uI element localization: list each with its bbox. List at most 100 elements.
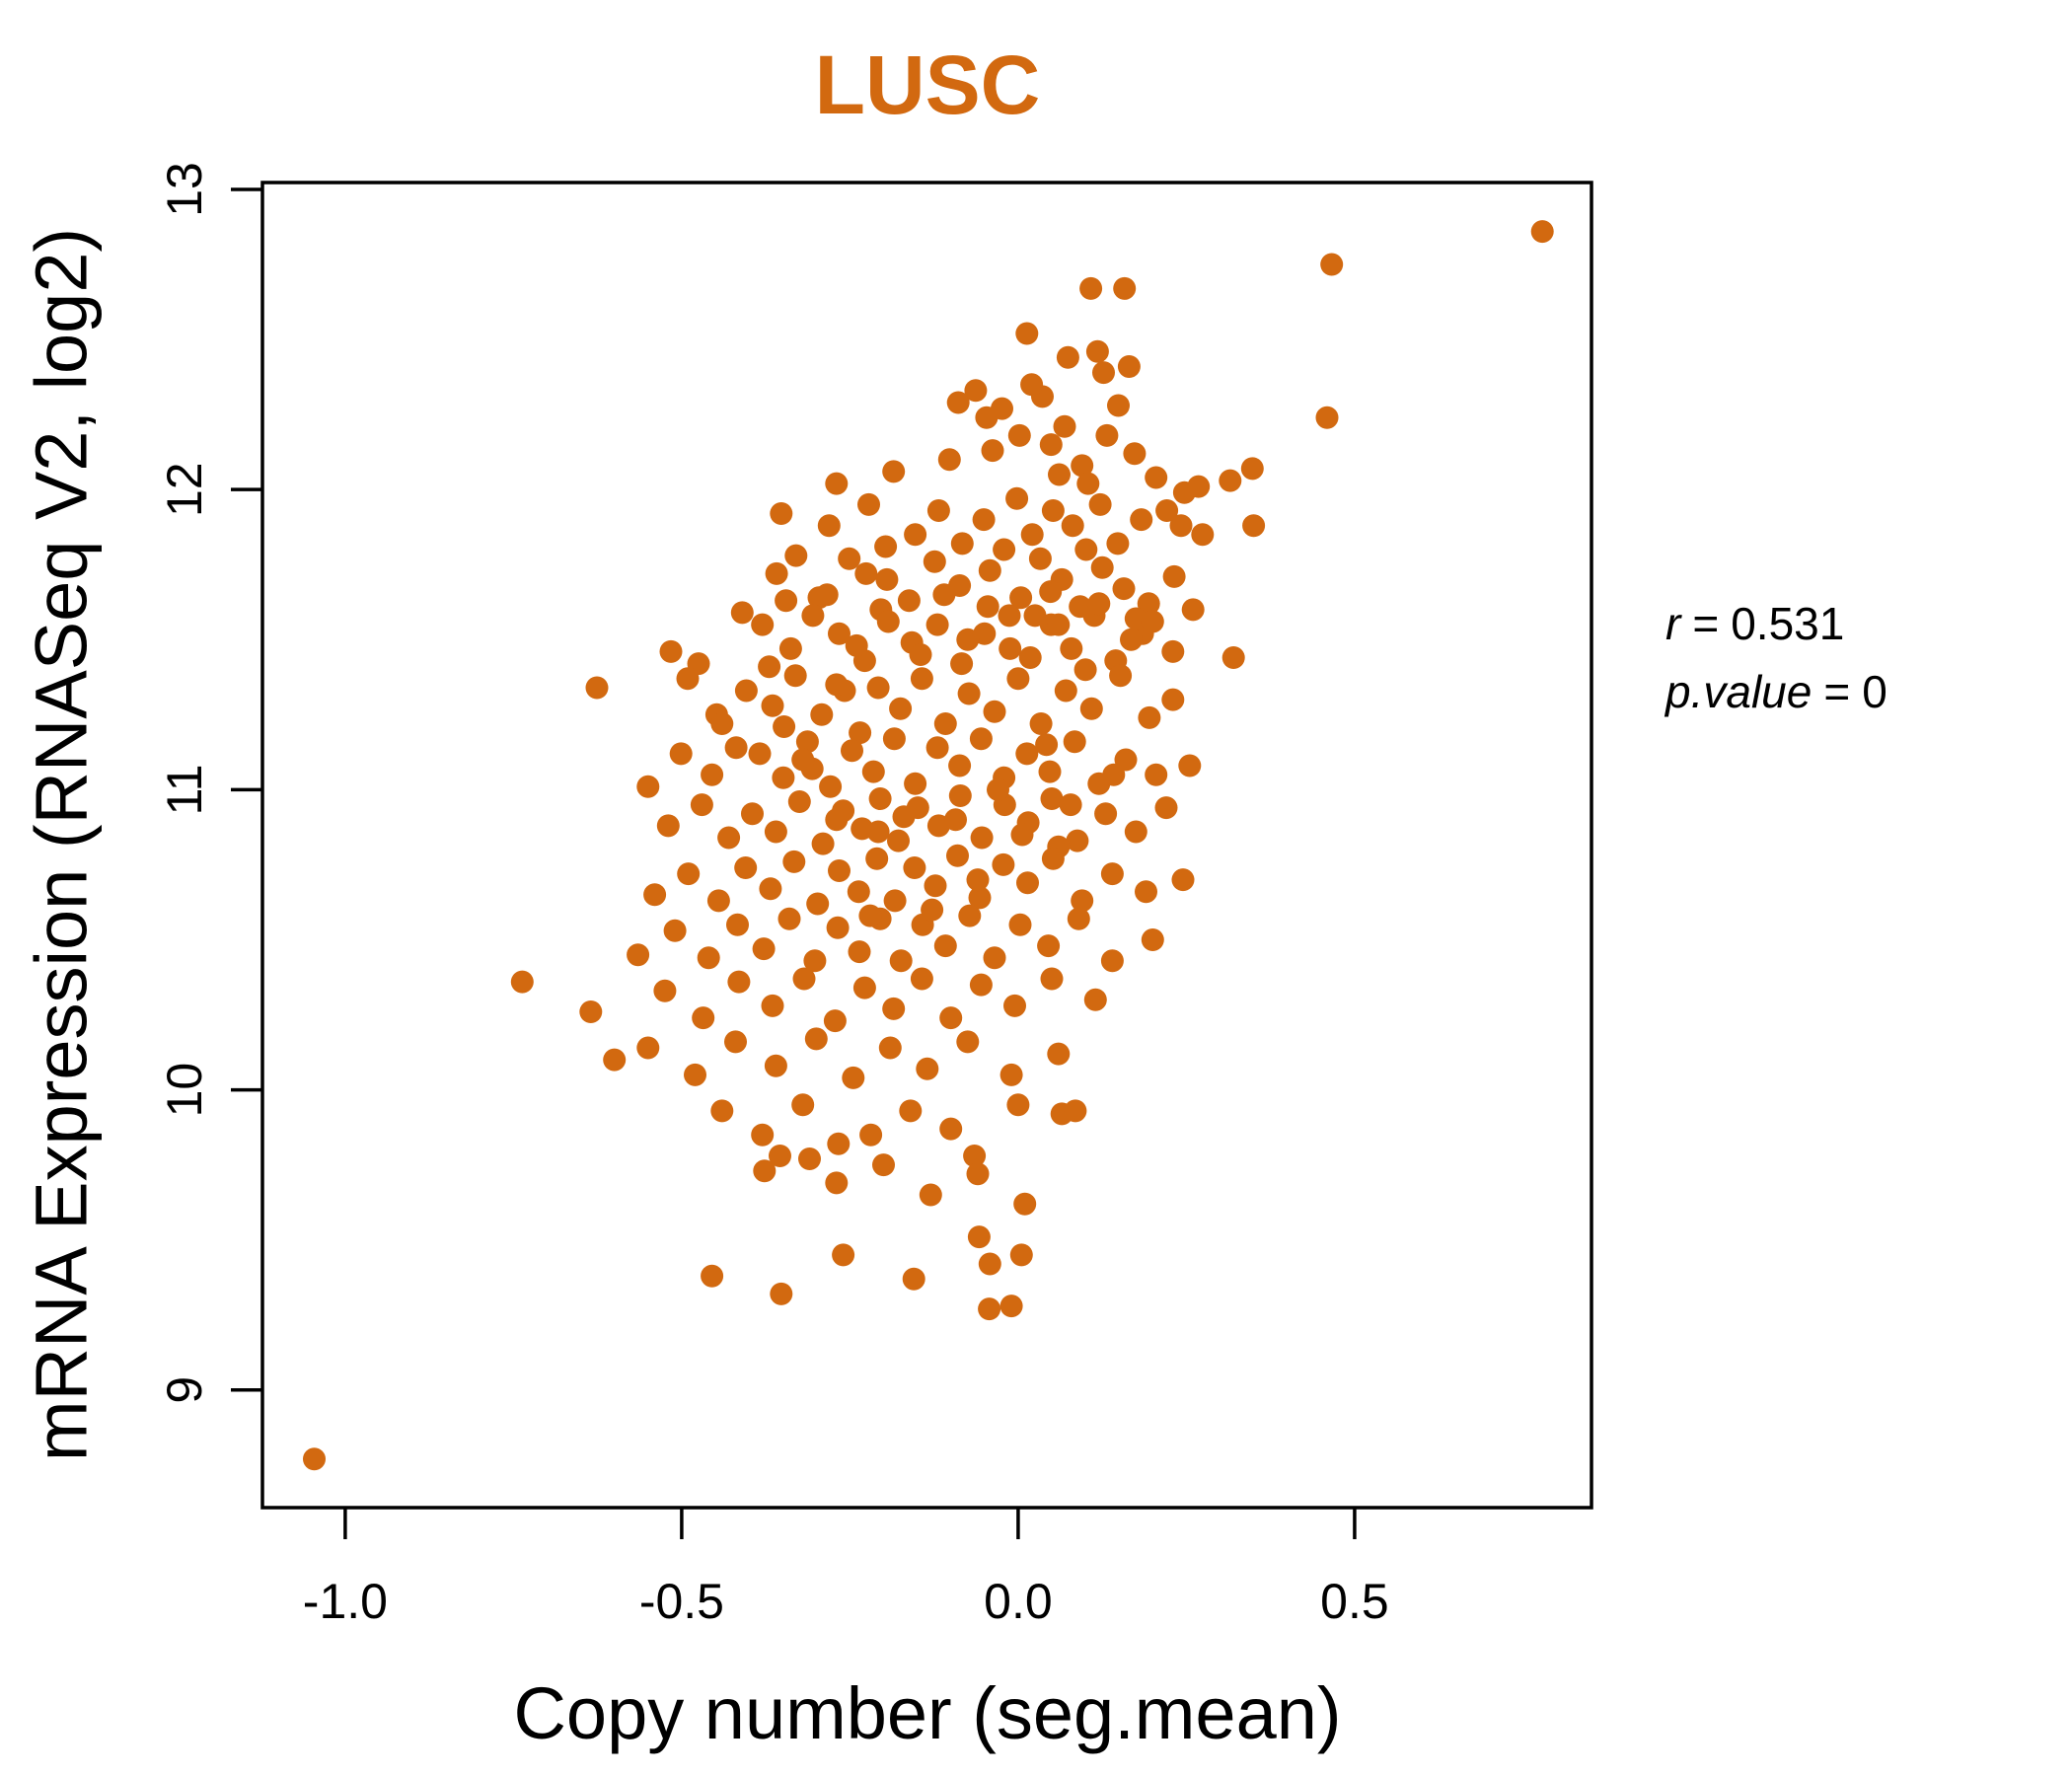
data-point[interactable]	[791, 1093, 815, 1117]
data-point[interactable]	[1124, 820, 1147, 844]
data-point[interactable]	[852, 976, 876, 999]
data-point[interactable]	[804, 1027, 828, 1051]
data-point[interactable]	[847, 880, 870, 904]
data-point[interactable]	[643, 883, 667, 907]
data-point[interactable]	[848, 940, 871, 964]
data-point[interactable]	[579, 1000, 603, 1023]
data-point[interactable]	[1137, 592, 1160, 616]
data-point[interactable]	[758, 655, 781, 679]
data-point[interactable]	[823, 1009, 847, 1033]
data-point[interactable]	[1145, 466, 1168, 489]
data-point[interactable]	[1073, 658, 1097, 682]
data-point[interactable]	[1123, 442, 1147, 466]
data-point[interactable]	[876, 610, 900, 633]
data-point[interactable]	[1171, 868, 1195, 892]
data-point[interactable]	[1048, 463, 1071, 486]
data-point[interactable]	[882, 727, 906, 751]
data-point[interactable]	[948, 754, 972, 777]
data-point[interactable]	[636, 775, 660, 798]
data-point[interactable]	[1092, 361, 1115, 385]
data-point[interactable]	[865, 847, 889, 870]
data-point[interactable]	[817, 514, 841, 538]
data-point[interactable]	[950, 652, 974, 676]
data-point[interactable]	[1059, 793, 1082, 817]
data-point[interactable]	[801, 604, 825, 628]
data-point[interactable]	[1013, 1192, 1037, 1216]
data-point[interactable]	[874, 535, 898, 558]
data-point[interactable]	[964, 379, 988, 403]
data-point[interactable]	[889, 697, 913, 720]
data-point[interactable]	[932, 583, 956, 607]
data-point[interactable]	[970, 826, 994, 850]
data-point[interactable]	[857, 492, 880, 516]
data-point[interactable]	[1054, 679, 1077, 703]
data-point[interactable]	[769, 1145, 791, 1167]
data-point[interactable]	[770, 1282, 793, 1305]
data-point[interactable]	[983, 700, 1006, 723]
data-point[interactable]	[827, 1132, 851, 1155]
data-point[interactable]	[724, 736, 748, 760]
data-point[interactable]	[1040, 967, 1064, 991]
data-point[interactable]	[1015, 742, 1039, 766]
data-point[interactable]	[1109, 664, 1133, 688]
data-point[interactable]	[510, 970, 534, 994]
data-point[interactable]	[1028, 547, 1052, 570]
data-point[interactable]	[866, 820, 890, 844]
data-point[interactable]	[1041, 499, 1065, 522]
data-point[interactable]	[303, 1447, 326, 1471]
data-point[interactable]	[1100, 949, 1124, 973]
data-point[interactable]	[828, 859, 851, 882]
data-point[interactable]	[1064, 1099, 1087, 1123]
data-point[interactable]	[761, 694, 784, 717]
data-point[interactable]	[858, 904, 882, 927]
data-point[interactable]	[1242, 514, 1266, 538]
data-point[interactable]	[889, 949, 913, 973]
data-point[interactable]	[1047, 1042, 1071, 1066]
data-point[interactable]	[1018, 646, 1042, 669]
data-point[interactable]	[892, 805, 916, 829]
data-point[interactable]	[1035, 733, 1059, 757]
data-point[interactable]	[1169, 514, 1193, 538]
data-point[interactable]	[861, 760, 885, 783]
data-point[interactable]	[1009, 586, 1033, 610]
data-point[interactable]	[866, 676, 890, 700]
data-point[interactable]	[653, 979, 677, 1002]
data-point[interactable]	[659, 639, 683, 663]
data-point[interactable]	[904, 523, 927, 547]
data-point[interactable]	[782, 850, 806, 873]
data-point[interactable]	[748, 742, 772, 766]
data-point[interactable]	[1008, 913, 1032, 936]
data-point[interactable]	[677, 862, 701, 886]
data-point[interactable]	[751, 1123, 775, 1147]
data-point[interactable]	[845, 633, 868, 657]
data-point[interactable]	[764, 1054, 787, 1077]
data-point[interactable]	[1067, 907, 1090, 930]
data-point[interactable]	[828, 622, 851, 645]
data-point[interactable]	[825, 673, 849, 697]
data-point[interactable]	[1240, 457, 1264, 481]
data-point[interactable]	[832, 1243, 855, 1267]
data-point[interactable]	[926, 499, 950, 522]
data-point[interactable]	[1039, 580, 1063, 604]
data-point[interactable]	[921, 898, 944, 922]
data-point[interactable]	[1041, 847, 1065, 870]
data-point[interactable]	[1112, 577, 1136, 601]
data-point[interactable]	[1061, 514, 1084, 538]
data-point[interactable]	[761, 994, 784, 1017]
data-point[interactable]	[1161, 639, 1185, 663]
data-point[interactable]	[806, 892, 830, 916]
data-point[interactable]	[944, 808, 967, 832]
data-point[interactable]	[1102, 763, 1126, 786]
data-point[interactable]	[1029, 712, 1053, 735]
data-point[interactable]	[1023, 604, 1047, 628]
data-point[interactable]	[963, 1145, 987, 1167]
data-point[interactable]	[968, 886, 992, 910]
data-point[interactable]	[1135, 880, 1157, 904]
data-point[interactable]	[1040, 787, 1064, 810]
data-point[interactable]	[1063, 730, 1086, 754]
data-point[interactable]	[1005, 486, 1029, 510]
data-point[interactable]	[784, 544, 808, 567]
data-point[interactable]	[992, 852, 1015, 876]
data-point[interactable]	[726, 913, 749, 936]
data-point[interactable]	[999, 636, 1022, 660]
